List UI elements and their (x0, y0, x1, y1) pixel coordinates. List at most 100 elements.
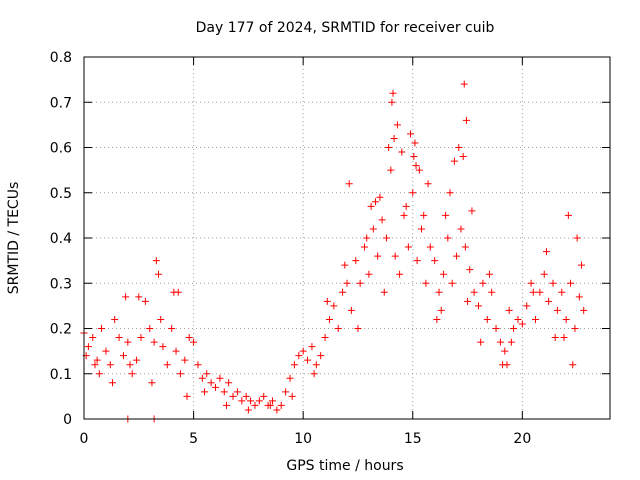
data-point (404, 243, 412, 251)
data-point (363, 234, 371, 242)
data-point (341, 261, 349, 269)
data-point (420, 211, 428, 219)
data-point (212, 383, 219, 391)
x-tick-label: 20 (513, 431, 531, 447)
data-point (387, 166, 395, 174)
data-point (433, 315, 441, 323)
data-point (216, 374, 224, 382)
data-point (148, 379, 156, 387)
data-point (470, 288, 478, 296)
data-point (376, 193, 384, 201)
data-point (418, 225, 426, 233)
data-point (168, 325, 176, 332)
data-point (542, 248, 550, 256)
grid-lines (84, 57, 610, 419)
data-point (391, 252, 399, 260)
data-point (255, 397, 263, 405)
data-point (325, 315, 333, 323)
data-point (339, 288, 347, 296)
data-point (91, 361, 99, 369)
data-point (163, 361, 171, 369)
data-point (108, 379, 116, 387)
data-point (295, 352, 303, 360)
y-tick-label: 0 (63, 412, 72, 428)
data-point (523, 302, 531, 310)
data-point (444, 234, 452, 242)
data-point (466, 266, 474, 274)
data-points (80, 80, 588, 423)
x-axis-label: GPS time / hours (286, 458, 403, 474)
data-point (89, 334, 97, 342)
data-point (424, 180, 432, 188)
y-axis-label: SRMTID / TECUs (6, 182, 22, 295)
data-point (172, 347, 180, 355)
data-point (106, 361, 114, 369)
data-point (531, 315, 539, 323)
data-point (321, 334, 329, 342)
data-point (567, 279, 575, 287)
data-point (356, 279, 364, 287)
y-tick-label: 0.3 (50, 276, 72, 292)
data-point (551, 334, 559, 342)
data-point (483, 315, 491, 323)
data-point (457, 225, 465, 233)
y-tick-label: 0.5 (50, 186, 72, 202)
data-point (146, 325, 154, 332)
data-point (354, 325, 362, 332)
data-point (330, 302, 338, 310)
data-point (453, 252, 461, 260)
x-tick-label: 10 (294, 431, 312, 447)
data-point (84, 343, 92, 351)
data-point (225, 379, 233, 387)
data-point (334, 325, 342, 332)
data-point (402, 202, 410, 210)
data-point (183, 392, 191, 400)
data-point (492, 325, 500, 332)
data-point (312, 361, 320, 369)
data-point (573, 234, 581, 242)
data-point (266, 401, 274, 409)
data-point (578, 261, 586, 269)
data-point (369, 225, 377, 233)
chart-title: Day 177 of 2024, SRMTID for receiver cui… (196, 20, 495, 36)
data-point (374, 252, 382, 260)
data-point (468, 207, 476, 215)
data-point (380, 288, 388, 296)
data-point (549, 279, 557, 287)
data-point (415, 166, 423, 174)
data-point (155, 270, 163, 278)
data-point (553, 306, 561, 314)
data-point (282, 388, 290, 396)
y-tick-label: 0.8 (50, 50, 72, 66)
data-point (176, 370, 184, 378)
data-point (562, 315, 570, 323)
data-point (488, 288, 496, 296)
data-point (400, 211, 408, 219)
data-point (437, 306, 445, 314)
data-point (198, 374, 206, 382)
y-tick-label: 0.1 (50, 367, 72, 383)
data-point (308, 343, 316, 351)
data-point (505, 306, 513, 314)
data-point (137, 334, 145, 342)
data-point (529, 288, 537, 296)
data-point (185, 334, 193, 342)
data-point (181, 356, 189, 364)
data-point (247, 397, 255, 405)
data-point (580, 306, 588, 314)
data-point (409, 189, 417, 197)
data-point (510, 325, 518, 332)
data-point (190, 338, 198, 346)
data-point (407, 130, 415, 138)
data-point (396, 270, 404, 278)
data-point (496, 338, 504, 346)
axis-ticks (83, 56, 610, 420)
data-point (398, 148, 406, 156)
data-point (411, 139, 419, 147)
data-point (251, 401, 259, 409)
data-point (141, 297, 149, 305)
data-point (111, 315, 119, 323)
data-point (382, 234, 390, 242)
